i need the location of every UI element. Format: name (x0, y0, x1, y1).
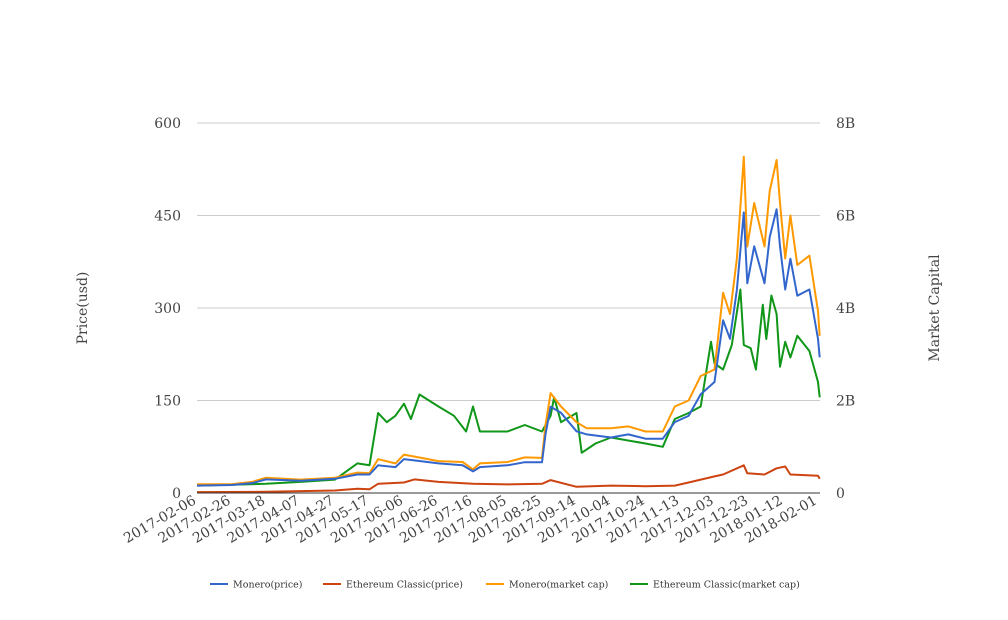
series-line-ethereum-classic-market-cap- (196, 288, 821, 487)
y-axis-ticks: 0 150 300 450 600 (154, 116, 181, 502)
y2-axis-title: Market Capital (927, 254, 943, 362)
legend: Monero(price) Ethereum Classic(price) Mone… (210, 580, 800, 591)
legend-item: Monero(market cap) (486, 580, 608, 591)
x-axis-ticks: 2017-02-062017-02-262017-03-182017-04-07… (121, 493, 820, 547)
legend-item: Monero(price) (210, 580, 302, 591)
series-line-ethereum-classic-price- (196, 464, 821, 494)
legend-label: Ethereum Classic(price) (346, 580, 463, 591)
series-lines (196, 155, 821, 494)
y2-tick-label: 0 (836, 486, 845, 502)
y2-tick-label: 4B (836, 301, 855, 317)
legend-label: Monero(market cap) (509, 580, 608, 591)
gridlines (197, 122, 820, 401)
y2-tick-label: 8B (836, 116, 855, 132)
y2-tick-label: 2B (836, 394, 855, 410)
y2-tick-label: 6B (836, 209, 855, 225)
y-tick-label: 600 (154, 116, 181, 132)
y-axis-title: Price(usd) (75, 272, 91, 345)
y-tick-label: 0 (172, 486, 181, 502)
legend-item: Ethereum Classic(price) (323, 580, 463, 591)
legend-label: Ethereum Classic(market cap) (653, 580, 800, 591)
y-tick-label: 300 (154, 301, 181, 317)
y-tick-label: 150 (154, 394, 181, 410)
series-line-monero-market-cap- (197, 155, 821, 486)
legend-item: Ethereum Classic(market cap) (630, 580, 800, 591)
legend-label: Monero(price) (233, 580, 302, 591)
series-line-monero-price- (196, 208, 821, 487)
y-tick-label: 450 (154, 209, 181, 225)
y2-axis-ticks: 0 2B 4B 6B 8B (836, 116, 855, 502)
